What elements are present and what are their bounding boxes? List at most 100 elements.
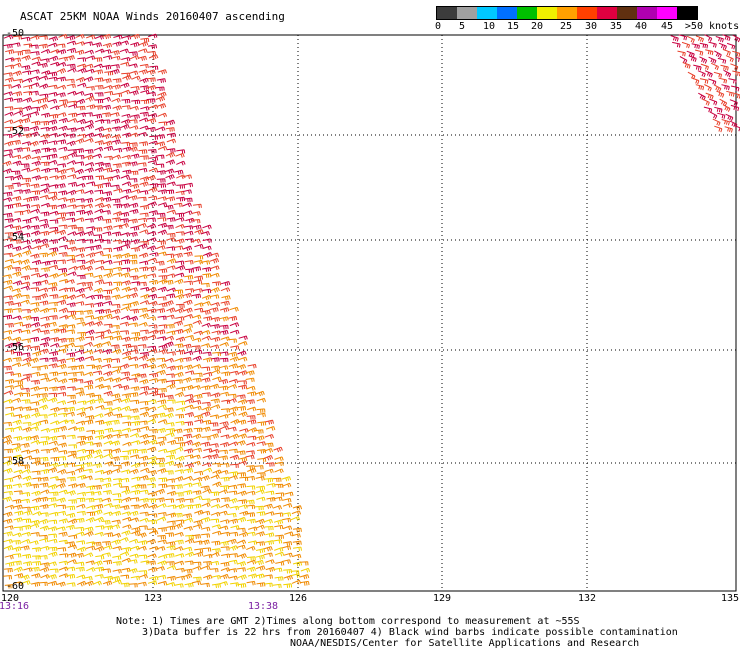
wind-barb [94, 208, 104, 214]
wind-barb [245, 399, 255, 405]
wind-barb [218, 489, 229, 494]
wind-barb [130, 415, 140, 421]
wind-barb [57, 328, 67, 334]
wind-barb [101, 119, 111, 124]
wind-barb [174, 289, 184, 294]
wind-barb [50, 427, 60, 433]
wind-barb [40, 428, 51, 433]
wind-barb [131, 332, 141, 337]
wind-barb [75, 155, 85, 160]
wind-barb [264, 525, 274, 531]
wind-barb [247, 468, 257, 474]
wind-barb [3, 149, 13, 154]
wind-barb [29, 426, 39, 432]
wind-barb [20, 285, 30, 291]
wind-barb [255, 390, 265, 397]
wind-barb [147, 580, 158, 586]
wind-barb [173, 463, 183, 469]
wind-barb [30, 371, 41, 377]
wind-barb [275, 534, 284, 540]
wind-barb [38, 293, 49, 299]
wind-barb [274, 551, 285, 557]
wind-barb [40, 449, 50, 454]
wind-barb [49, 167, 59, 173]
wind-barb [85, 415, 95, 421]
wind-barb [175, 265, 186, 271]
wind-barb [21, 344, 32, 350]
wind-barb [209, 453, 219, 460]
wind-barb [157, 91, 167, 98]
wind-barb [699, 56, 708, 64]
wind-barb [38, 496, 49, 502]
wind-barb [247, 391, 257, 397]
wind-barb [146, 539, 156, 545]
wind-barb [191, 441, 202, 448]
wind-barb [183, 482, 193, 488]
wind-barb [111, 393, 121, 399]
wind-barb [165, 460, 175, 467]
wind-barb [282, 517, 292, 523]
wind-barb [3, 490, 13, 496]
wind-barb [200, 231, 210, 236]
wind-barb [281, 512, 292, 517]
colorbar-segment [637, 7, 657, 19]
wind-barb [110, 576, 121, 582]
wind-barb [129, 468, 139, 475]
wind-barb [130, 575, 140, 581]
wind-barb [11, 182, 21, 187]
wind-barb [29, 357, 39, 363]
wind-barb [140, 106, 150, 111]
wind-barb [40, 489, 50, 495]
wind-barb [104, 71, 114, 76]
wind-barb [12, 553, 22, 558]
wind-barb [66, 198, 76, 204]
wind-barb [121, 105, 131, 110]
wind-barb [255, 518, 265, 525]
wind-barb [137, 132, 148, 137]
wind-barb [718, 42, 727, 50]
lon-label: 135 [720, 593, 740, 604]
wind-barb [130, 489, 141, 495]
wind-barb [237, 574, 247, 580]
wind-barb [182, 490, 193, 496]
wind-barb [12, 483, 22, 488]
wind-barb [246, 485, 256, 490]
wind-barb [22, 436, 32, 442]
wind-barb [50, 337, 60, 342]
wind-barb [94, 531, 104, 537]
wind-barb [228, 378, 239, 384]
wind-barb [121, 141, 131, 147]
wind-barb [714, 125, 723, 133]
wind-barb [48, 92, 58, 97]
wind-barb [85, 560, 95, 566]
wind-barb [40, 316, 50, 321]
wind-barb [200, 330, 211, 335]
wind-barb [31, 412, 41, 418]
wind-barb [274, 512, 284, 517]
wind-barb [173, 320, 183, 326]
wind-barb [111, 504, 121, 510]
wind-barb [122, 441, 132, 447]
wind-barb [58, 463, 68, 468]
wind-barb [201, 267, 212, 272]
wind-barb [120, 89, 131, 95]
wind-barb [102, 78, 112, 84]
wind-barb [5, 412, 15, 417]
wind-barb [273, 539, 283, 544]
wind-barb [56, 163, 66, 168]
wind-barb [84, 189, 94, 195]
wind-barb [65, 342, 76, 348]
wind-barb [39, 97, 49, 103]
wind-barb [121, 567, 131, 573]
wind-barb [164, 407, 174, 413]
wind-barb [50, 456, 60, 462]
wind-barb [75, 161, 85, 166]
wind-barb [12, 160, 22, 166]
wind-barb [65, 411, 75, 417]
wind-barb [237, 583, 247, 588]
wind-barb [157, 539, 167, 545]
wind-barb [4, 106, 14, 111]
wind-barb [29, 131, 40, 137]
wind-barb [3, 531, 13, 537]
wind-barb [38, 364, 49, 370]
